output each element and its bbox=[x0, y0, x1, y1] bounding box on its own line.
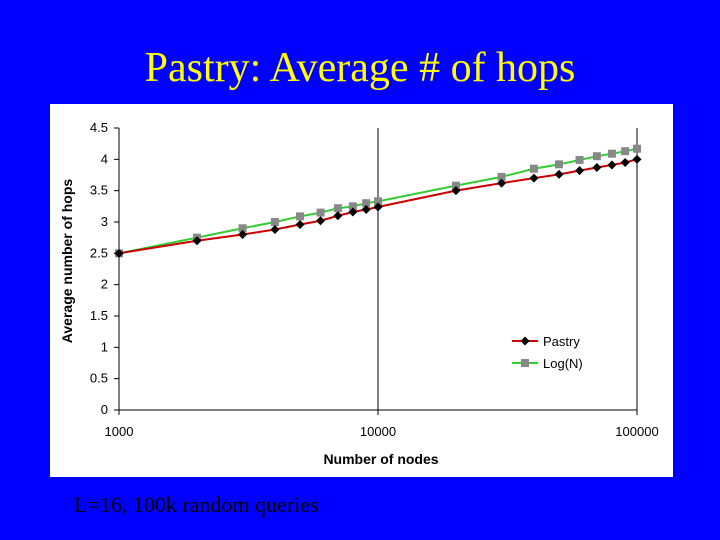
data-point-pastry bbox=[529, 173, 539, 183]
legend-label: Pastry bbox=[543, 334, 580, 349]
y-tick-label: 2 bbox=[101, 277, 108, 292]
y-tick-label: 4 bbox=[101, 151, 108, 166]
data-point-pastry bbox=[451, 186, 461, 196]
data-point-logn bbox=[497, 172, 506, 181]
legend-swatch-marker bbox=[520, 336, 530, 346]
data-point-pastry bbox=[632, 154, 642, 164]
data-point-pastry bbox=[373, 202, 383, 212]
data-point-logn bbox=[270, 218, 279, 226]
data-point-logn bbox=[575, 155, 584, 164]
data-point-logn bbox=[555, 160, 564, 169]
chart-panel: 0 0.5 1 1.5 2 2.5 3 3.5 4 4.5 1000 10000 100000 Numbe… bbox=[50, 104, 673, 477]
y-tick-label: 2.5 bbox=[90, 245, 108, 260]
y-tick-label: 3 bbox=[101, 214, 108, 229]
data-point-logn bbox=[296, 212, 305, 221]
data-point-pastry bbox=[497, 178, 507, 188]
y-tick-label: 0 bbox=[101, 402, 108, 417]
data-point-pastry bbox=[270, 225, 280, 235]
data-point-logn bbox=[529, 164, 538, 173]
x-axis-title: Number of nodes bbox=[323, 451, 438, 467]
y-axis-title: Average number of hops bbox=[59, 179, 75, 344]
data-point-pastry bbox=[114, 248, 124, 258]
slide-caption: L=16, 100k random queries bbox=[74, 492, 319, 517]
data-point-logn bbox=[633, 144, 641, 153]
data-point-logn bbox=[362, 199, 371, 208]
y-tick-label: 1.5 bbox=[90, 308, 108, 323]
data-point-logn bbox=[607, 149, 616, 158]
data-point-logn bbox=[333, 204, 342, 213]
data-point-logn bbox=[621, 147, 630, 156]
data-point-logn bbox=[374, 197, 382, 206]
y-tick-label: 1 bbox=[101, 339, 108, 354]
x-tick-label: 10000 bbox=[360, 424, 396, 439]
data-point-pastry bbox=[348, 207, 358, 217]
data-point-pastry bbox=[620, 157, 630, 167]
data-point-pastry bbox=[361, 204, 371, 214]
data-point-pastry bbox=[192, 236, 202, 246]
data-point-pastry bbox=[554, 169, 564, 179]
data-point-pastry bbox=[316, 216, 326, 226]
data-point-pastry bbox=[238, 230, 248, 240]
legend-swatch-marker bbox=[521, 359, 529, 367]
data-point-pastry bbox=[333, 211, 343, 221]
data-point-logn bbox=[238, 224, 247, 233]
data-point-pastry bbox=[295, 220, 305, 230]
data-point-pastry bbox=[592, 162, 602, 172]
data-point-logn bbox=[316, 208, 325, 217]
data-point-logn bbox=[348, 202, 357, 211]
x-tick-label: 1000 bbox=[105, 424, 134, 439]
legend-label: Log(N) bbox=[543, 356, 583, 371]
data-point-pastry bbox=[575, 166, 585, 176]
y-tick-label: 4.5 bbox=[90, 120, 108, 135]
data-point-pastry bbox=[607, 160, 617, 170]
data-point-logn bbox=[592, 152, 601, 161]
data-point-logn bbox=[451, 181, 460, 190]
y-tick-label: 3.5 bbox=[90, 183, 108, 198]
y-tick-label: 0.5 bbox=[90, 371, 108, 386]
line-chart: 0 0.5 1 1.5 2 2.5 3 3.5 4 4.5 1000 10000 100000 Numbe… bbox=[59, 120, 659, 467]
slide-title: Pastry: Average # of hops bbox=[144, 45, 576, 91]
x-tick-label: 100000 bbox=[615, 424, 658, 439]
